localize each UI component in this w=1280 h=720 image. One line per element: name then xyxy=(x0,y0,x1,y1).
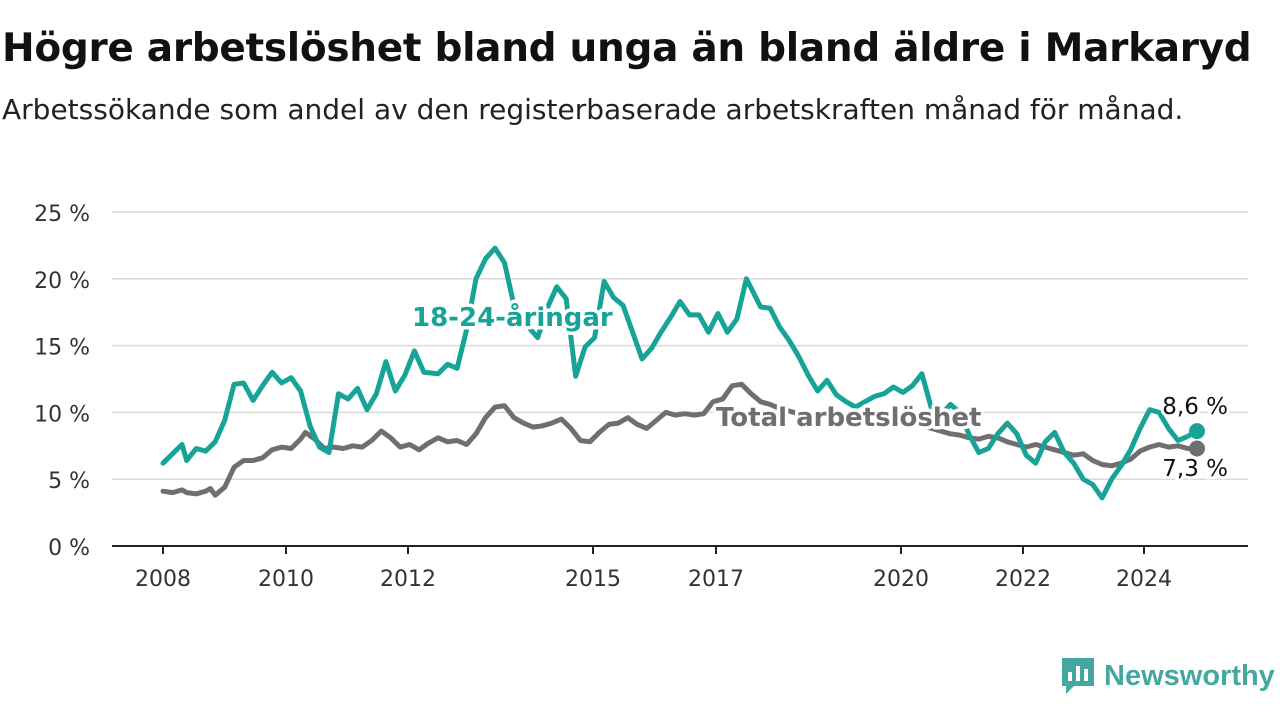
series-label-youth: 18-24-åringar xyxy=(412,301,613,333)
series-end-point xyxy=(1189,440,1205,457)
series-end-point xyxy=(1189,423,1205,440)
x-tick-label: 2012 xyxy=(380,567,436,592)
brand-name: Newsworthy xyxy=(1104,659,1275,692)
series-label-total: Total arbetslöshet xyxy=(716,403,981,433)
newsworthy-logo: Newsworthy xyxy=(1060,656,1275,696)
y-tick-label: 15 % xyxy=(34,336,90,361)
y-tick-label: 0 % xyxy=(48,536,90,561)
x-tick-label: 2020 xyxy=(873,567,929,592)
y-tick-label: 5 % xyxy=(48,469,90,494)
end-label-total: 7,3 % xyxy=(1162,456,1228,482)
y-axis: 0 % 5 % 10 % 15 % 20 % 25 % xyxy=(34,202,90,561)
chart-title: Högre arbetslöshet bland unga än bland ä… xyxy=(2,26,1252,71)
series-labels: 18-24-åringar Total arbetslöshet 8,6 % 7,3 … xyxy=(409,298,1232,486)
x-tick-label: 2008 xyxy=(135,567,191,592)
x-tick-label: 2017 xyxy=(688,567,744,592)
x-tick-label: 2022 xyxy=(995,567,1051,592)
x-tick-label: 2015 xyxy=(565,567,621,592)
chart-subtitle: Arbetssökande som andel av den registerb… xyxy=(2,93,1184,126)
end-label-youth: 8,6 % xyxy=(1162,394,1228,420)
y-tick-label: 25 % xyxy=(34,202,90,227)
bar-chart-icon xyxy=(1062,658,1094,694)
x-tick-label: 2010 xyxy=(258,567,314,592)
y-tick-label: 10 % xyxy=(34,402,90,427)
x-tick-label: 2024 xyxy=(1116,567,1172,592)
x-axis: 2008 2010 2012 2015 2017 2020 2022 2024 xyxy=(112,545,1248,592)
y-tick-label: 20 % xyxy=(34,269,90,294)
series-line-youth xyxy=(160,245,1200,501)
grid-lines xyxy=(112,211,1248,480)
series-lines xyxy=(160,245,1205,501)
